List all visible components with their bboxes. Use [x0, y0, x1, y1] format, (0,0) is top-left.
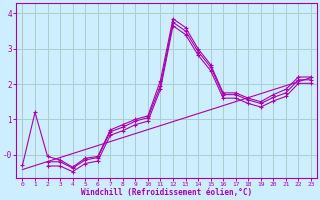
X-axis label: Windchill (Refroidissement éolien,°C): Windchill (Refroidissement éolien,°C) — [81, 188, 252, 197]
